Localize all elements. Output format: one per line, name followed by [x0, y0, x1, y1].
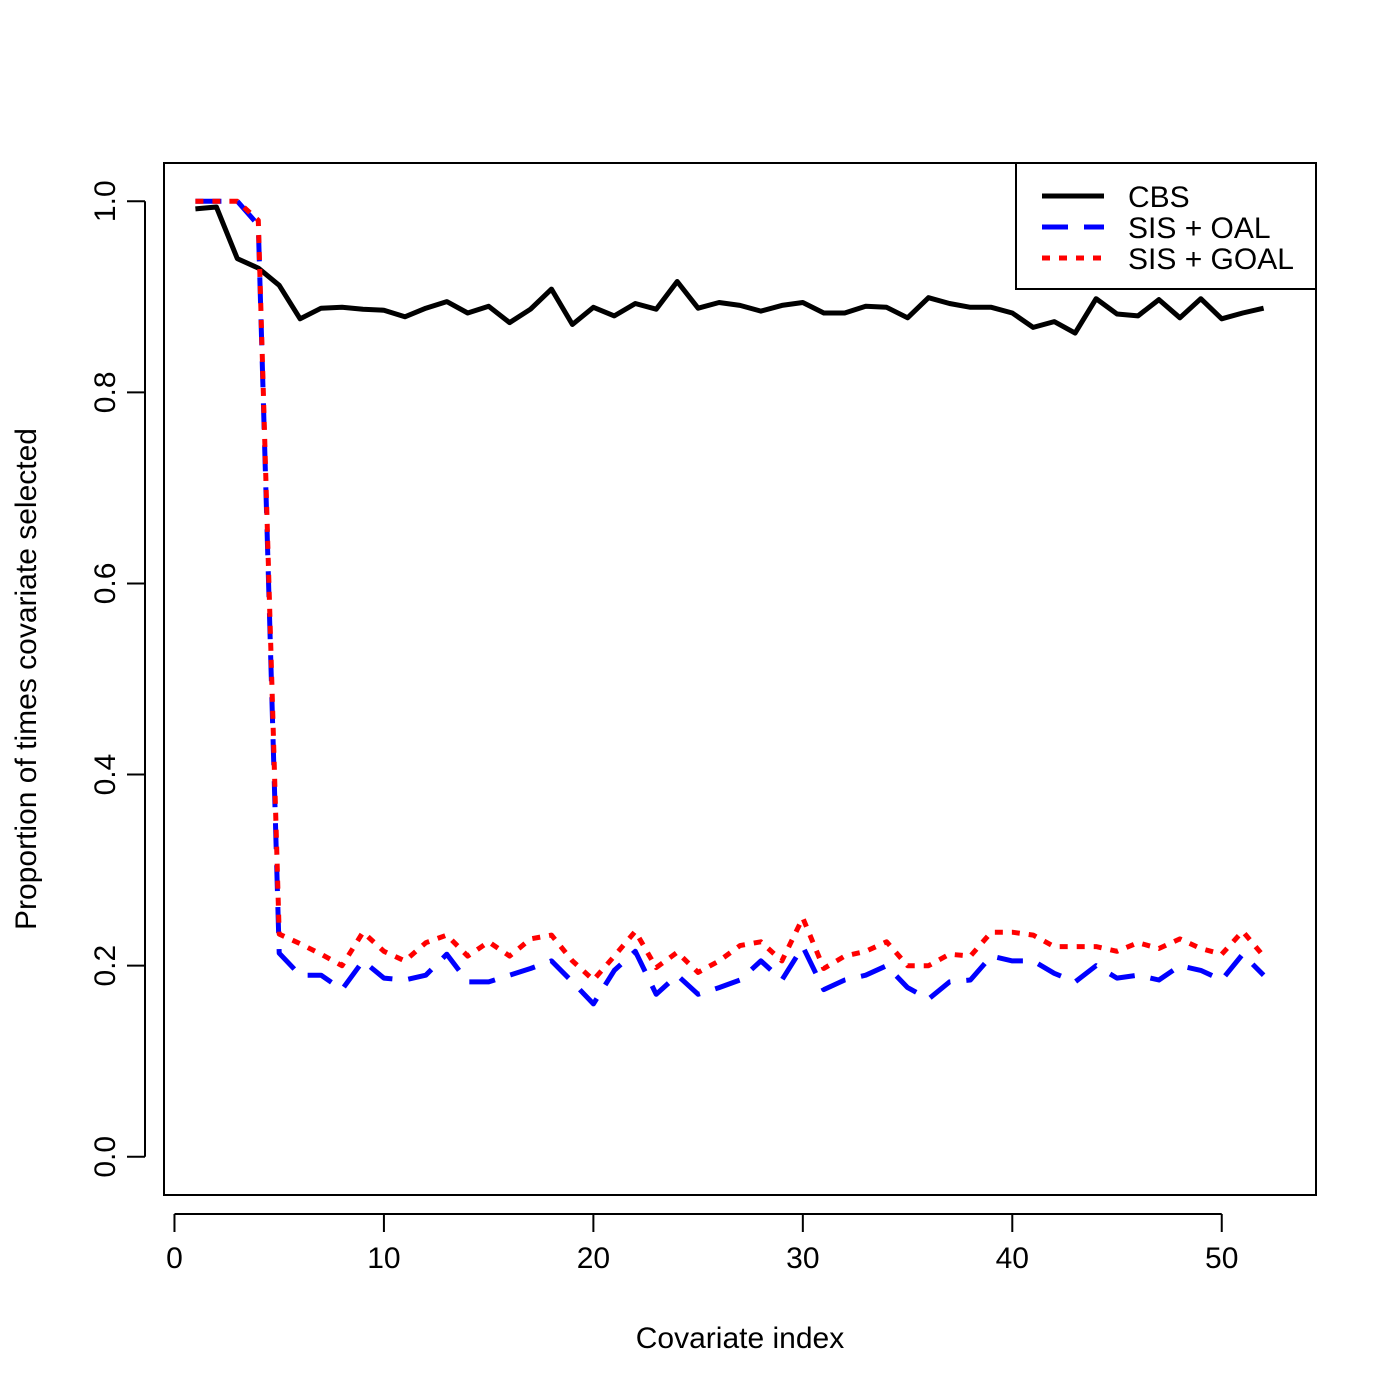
y-tick-label: 0.0 — [89, 1136, 122, 1178]
y-tick-label: 0.4 — [89, 754, 122, 796]
series-line-cbs — [195, 204, 1265, 336]
y-axis-title: Proportion of times covariate selected — [10, 428, 43, 930]
series-line-sis-oal — [195, 198, 1266, 1007]
legend-label-sis-oal: SIS + OAL — [1128, 212, 1271, 245]
y-tick-label: 0.8 — [89, 371, 122, 413]
x-tick-label: 20 — [577, 1242, 610, 1275]
x-axis-title: Covariate index — [636, 1322, 844, 1355]
series-lines — [195, 198, 1266, 1007]
y-tick-label: 0.6 — [89, 563, 122, 605]
legend-label-cbs: CBS — [1128, 181, 1190, 214]
legend-label-sis-goal: SIS + GOAL — [1128, 243, 1294, 276]
x-tick-label: 0 — [166, 1242, 183, 1275]
series-line-sis-goal — [195, 198, 1266, 983]
x-tick-label: 50 — [1205, 1242, 1238, 1275]
x-tick-label: 10 — [367, 1242, 400, 1275]
y-tick-label: 0.2 — [89, 945, 122, 987]
y-tick-label: 1.0 — [89, 180, 122, 222]
y-axis: 0.0 0.2 0.4 0.6 0.8 1.0 — [89, 180, 146, 1178]
x-axis: 0 10 20 30 40 50 — [166, 1213, 1238, 1275]
x-tick-label: 40 — [996, 1242, 1029, 1275]
plot-frame — [163, 162, 1317, 1196]
x-tick-label: 30 — [786, 1242, 819, 1275]
